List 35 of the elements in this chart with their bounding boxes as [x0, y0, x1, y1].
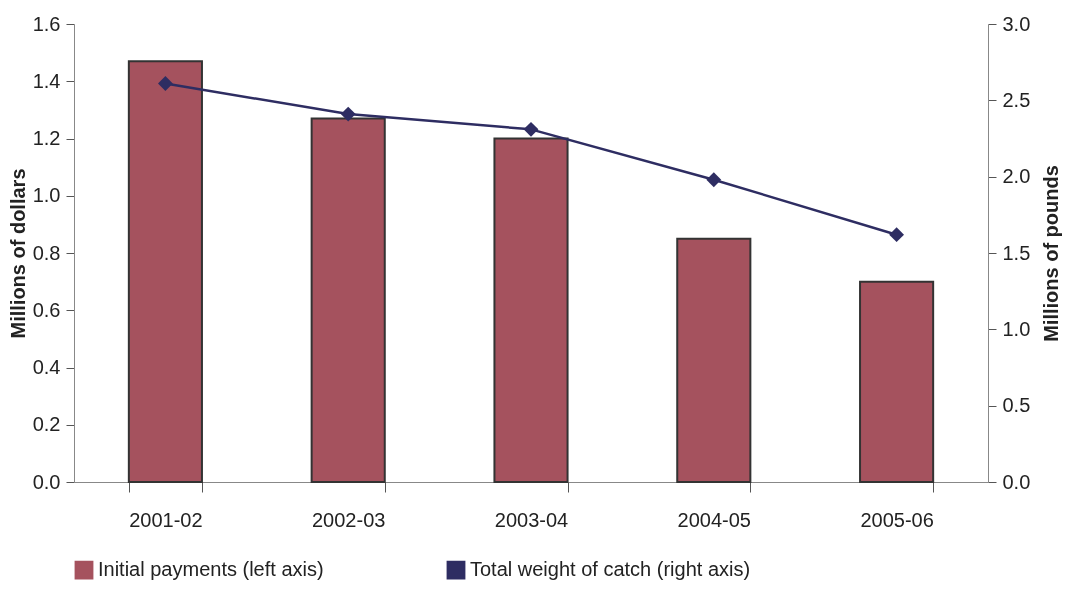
point	[157, 76, 173, 91]
y2-tick-label: 2.5	[1002, 88, 1031, 111]
y-tick-label: 1.2	[32, 127, 61, 149]
point	[340, 106, 356, 122]
y2-tick-label: 1.5	[1002, 241, 1031, 264]
y-tick-label: 0.2	[32, 413, 61, 436]
point	[706, 172, 722, 188]
y2-tick-label: 2.0	[1002, 165, 1031, 188]
point	[889, 227, 905, 243]
point	[523, 121, 539, 137]
legend-label: Total weight of catch (right axis)	[470, 558, 751, 581]
y2-tick-label: 3.0	[1002, 12, 1031, 35]
legend-label: Initial payments (left axis)	[98, 558, 324, 581]
y2-axis-title: Millions of pounds	[1040, 165, 1063, 342]
bar	[859, 280, 935, 483]
x-tick-label: 2002-03	[312, 508, 386, 531]
bar	[493, 137, 569, 483]
bar	[310, 117, 386, 483]
x-tick-label: 2001-02	[129, 508, 203, 531]
y-tick-label: 1.6	[32, 12, 61, 35]
x-tick-label: 2003-04	[494, 508, 569, 531]
y-tick-label: 0.6	[32, 298, 61, 321]
bar	[127, 60, 203, 483]
y2-tick-label: 0.0	[1002, 470, 1031, 493]
bar	[676, 237, 752, 483]
y-tick-label: 0.4	[32, 356, 61, 378]
x-tick-label: 2004-05	[677, 508, 751, 531]
y-tick-label: 1.4	[32, 69, 61, 92]
y-axis-title: Millions of dollars	[6, 168, 29, 339]
x-tick-label: 2005-06	[860, 508, 934, 531]
y-tick-label: 0.0	[32, 470, 61, 493]
y-tick-label: 1.0	[32, 184, 61, 207]
y2-tick-label: 1.0	[1002, 317, 1031, 340]
y-tick-label: 0.8	[32, 241, 61, 264]
y2-tick-label: 0.5	[1002, 394, 1031, 417]
